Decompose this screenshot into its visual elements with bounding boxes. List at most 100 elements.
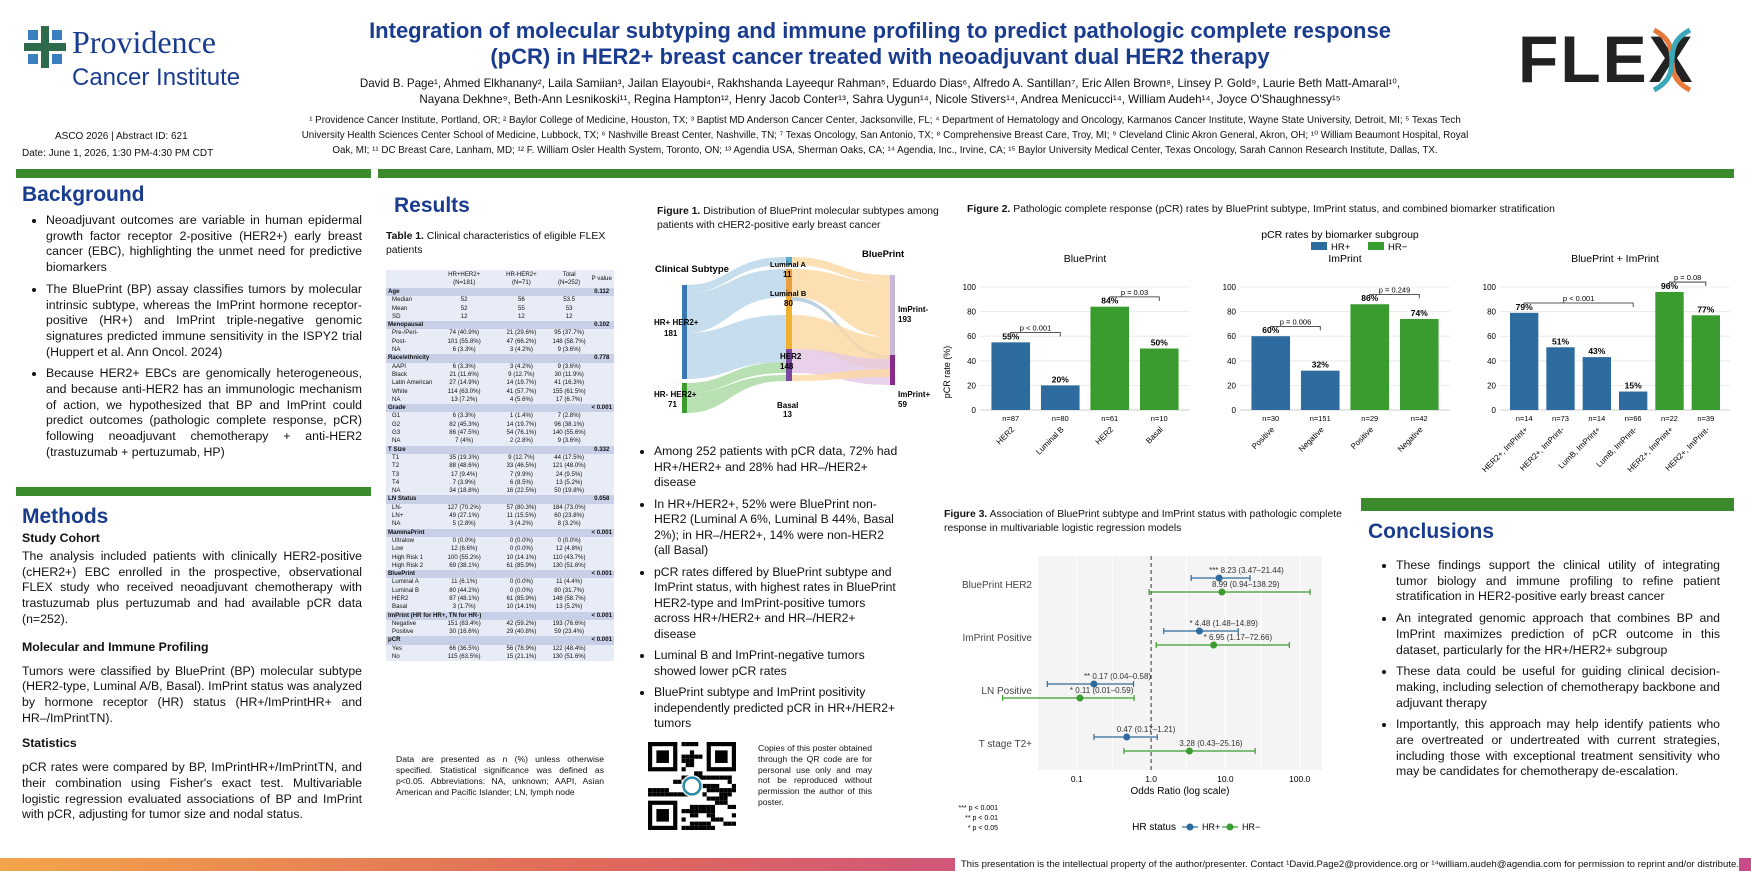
table-cell: 24 (9.5%) [548,470,590,479]
table-row: LN+ 49 (27.1%) 11 (15.5%) 60 (23.8%) [386,512,614,521]
logo-sub-text: Cancer Institute [72,64,241,91]
table-row: Low 12 (6.6%) 0 (0.0%) 12 (4.8%) [386,545,614,554]
bar-value-label: 51% [1552,336,1569,346]
table-cell: 7 (9.9%) [494,470,549,479]
statistics-text: pCR rates were compared by BP, ImPrintHR… [22,760,362,822]
table-row: NA 7 (4%) 2 (2.8%) 9 (3.6%) [386,437,614,446]
results-bullet: pCR rates differed by BluePrint subtype … [654,565,898,643]
y-tick-label: 20 [1487,381,1496,390]
x-tick-label: Negative [1297,425,1326,454]
table-cell: ImPrint (HR for HR+, TN for HR-) [386,611,590,620]
table-row: Positive 30 (16.6%) 29 (40.8%) 59 (23.4%) [386,628,614,637]
table-row: High Risk 2 69 (38.1%) 61 (85.9%) 130 (51.6… [386,561,614,571]
table-row: LN- 127 (70.2%) 57 (80.3%) 184 (73.0%) [386,503,614,513]
table-cell: 1 (1.4%) [494,412,549,421]
table-cell: Age [386,288,590,297]
table-cell: T1 [386,453,435,463]
legend-swatch-hrneg [1368,242,1384,250]
table-row: Age 0.112 [386,288,614,297]
table-cell [589,561,614,571]
table-cell: 4 (5.6%) [494,395,549,405]
bar [1582,357,1612,410]
table-cell: 100 (55.2%) [434,553,494,562]
table-cell [589,470,614,479]
table-row: Race/ethnicity 0.778 [386,354,614,363]
row-label: ImPrint Positive [963,633,1033,644]
legend-label: HR+ [1331,242,1351,253]
y-tick-label: 0 [972,406,977,415]
table-cell: 53.5 [548,296,590,305]
results-bar [378,169,1734,178]
table-cell: 140 (55.6%) [548,429,590,438]
table-cell: 59 (23.4%) [548,628,590,637]
table-cell: 121 (48.0%) [548,462,590,471]
table-row: LN Status 0.058 [386,495,614,504]
table-cell: 55 [494,304,549,313]
or-label: *** 8.23 (3.47–21.44) [1209,566,1284,575]
odds-ratio-point [1090,680,1098,688]
n-label: n=22 [1661,414,1678,423]
table-cell: Yes [386,644,435,654]
table-cell: 11 (6.1%) [434,578,494,587]
table-cell: 34 (18.8%) [434,487,494,496]
table-cell: 42 (59.2%) [494,619,549,629]
x-tick-label: 0.1 [1071,774,1083,784]
significance-note: * p < 0.05 [968,825,998,832]
study-cohort-subheading: Study Cohort [22,531,100,545]
table-header-cell: P value [589,270,614,288]
table-cell: 47 (66.2%) [494,337,549,347]
table-row: No 115 (63.5%) 15 (21.1%) 130 (51.6%) [386,653,614,662]
bar [1090,306,1130,410]
table-cell: 96 (38.1%) [548,420,590,430]
x-tick-label: Positive [1250,425,1277,452]
bar [1040,385,1080,410]
table-cell [589,594,614,604]
table-cell: Basal [386,603,435,612]
x-tick-label: 1.0 [1145,774,1157,784]
table-cell: 56 (78.9%) [494,644,549,654]
table-cell: 3 (1.7%) [434,603,494,612]
table-cell: LN+ [386,512,435,521]
table-cell: 60 (23.8%) [548,512,590,521]
table-row: High Risk 1 100 (55.2%) 10 (14.1%) 110 (43.… [386,553,614,562]
y-tick-label: 80 [967,308,976,317]
statistics-subheading: Statistics [22,736,77,751]
sankey-lumb-label: Luminal B [770,289,807,298]
table-cell: 114 (63.0%) [434,387,494,396]
significance-bracket [1109,296,1160,301]
table-cell [589,420,614,430]
x-tick-label: 10.0 [1217,774,1234,784]
table-row: G1 6 (3.3%) 1 (1.4%) 7 (2.8%) [386,412,614,421]
n-label: n=80 [1052,414,1069,423]
table-cell: 184 (73.0%) [548,503,590,513]
table-row: T3 17 (9.4%) 7 (9.9%) 24 (9.5%) [386,470,614,479]
table-cell: 8 (3.2%) [548,520,590,529]
table-cell: < 0.001 [589,404,614,413]
bar [1139,348,1179,410]
table-cell [589,653,614,662]
table-cell: 41 (16.3%) [548,379,590,388]
table-cell: G1 [386,412,435,421]
legend-swatch-hrpos [1311,242,1327,250]
bar-panel: BluePrint02040608010055%n=87HER220%n=80L… [963,253,1190,457]
table-cell: 54 (76.1%) [494,429,549,438]
table-cell: 0 (0.0%) [434,536,494,546]
odds-ratio-point [1215,574,1223,582]
table-cell: Post- [386,337,435,347]
table-row: Median 52 56 53.5 [386,296,614,305]
sankey-left-title: Clinical Subtype [655,264,729,275]
table-cell: Grade [386,404,590,413]
bar [1546,347,1575,410]
table-cell: < 0.001 [589,528,614,537]
qr-code[interactable] [648,742,736,830]
table-cell: 87 (48.1%) [434,594,494,604]
figure1-caption: Figure 1. Distribution of BluePrint mole… [657,206,939,231]
table-cell: T4 [386,478,435,488]
table-cell: 0.778 [589,354,614,363]
table-cell [589,362,614,371]
bar [1655,291,1684,410]
panel-title: BluePrint [1064,253,1107,265]
table-cell: 130 (51.6%) [548,653,590,662]
n-label: n=87 [1002,414,1019,423]
table-cell: 95 (37.7%) [548,329,590,338]
